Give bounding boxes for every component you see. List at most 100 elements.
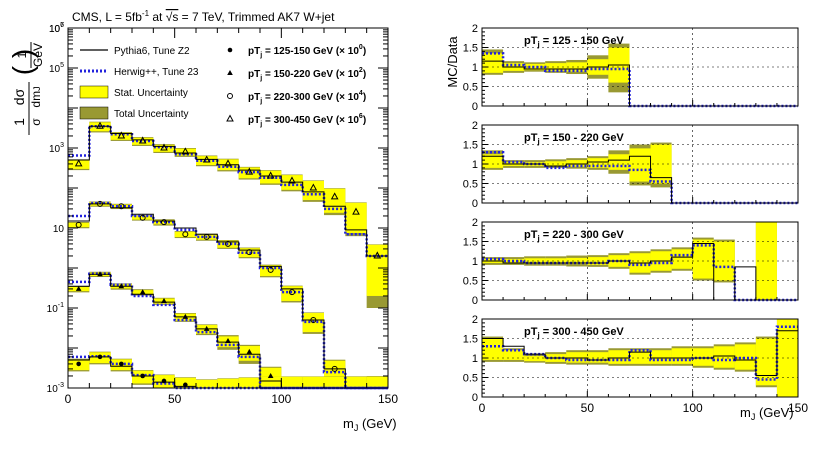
legend-label-pythia: Pythia6, Tune Z2 bbox=[114, 46, 190, 57]
data-point bbox=[96, 121, 104, 129]
pythia-line bbox=[68, 203, 388, 389]
data-point bbox=[181, 147, 190, 155]
ratio-y-tick-label: 1 bbox=[472, 256, 478, 268]
data-point bbox=[119, 361, 124, 367]
ratio-y-tick-label: 1.5 bbox=[463, 334, 478, 346]
ratio-x-label: mJ (GeV) bbox=[740, 405, 794, 422]
ratio-stat-band bbox=[713, 346, 735, 368]
data-point bbox=[246, 249, 253, 256]
x-tick-label: 150 bbox=[378, 392, 398, 406]
ratio-panel: 0 0.5 1 1.5 2 pTj = 220 - 300 GeV bbox=[463, 217, 799, 307]
chart-title: CMS, L = 5fb-1 at √s = 7 TeV, Trimmed AK… bbox=[72, 9, 335, 24]
ratio-panel-label: pTj = 300 - 450 GeV bbox=[524, 326, 624, 340]
y-tick-label: 10-1 bbox=[47, 302, 64, 315]
data-point bbox=[289, 289, 295, 296]
ratio-stat-band bbox=[671, 348, 693, 364]
data-point bbox=[330, 192, 339, 200]
data-point bbox=[75, 285, 82, 291]
uncertainty-bands bbox=[68, 121, 388, 388]
legend-label-series: pTj = 150-220 GeV (× 102) bbox=[248, 67, 366, 82]
ratio-pythia-line bbox=[482, 242, 798, 301]
x-axis-label: mJ (GeV) bbox=[343, 416, 397, 433]
ratio-panel: 0 0.5 1 1.5 2 pTj = 300 - 450 GeV bbox=[463, 314, 799, 404]
y-axis-label: 1 σ dσ dmJ ( ) 1 GeV bbox=[7, 42, 45, 135]
data-point bbox=[161, 219, 167, 226]
legend-swatch-total bbox=[79, 106, 109, 120]
legend-marker bbox=[226, 114, 234, 122]
ratio-stat-band bbox=[734, 344, 756, 370]
ylabel-dm: dmJ bbox=[29, 86, 43, 107]
data-point bbox=[139, 289, 146, 295]
stat-band bbox=[366, 376, 388, 388]
ratio-y-tick-label: 1 bbox=[472, 159, 478, 171]
legend-label-stat: Stat. Uncertainty bbox=[114, 88, 188, 99]
data-point bbox=[203, 325, 210, 331]
data-point bbox=[117, 131, 126, 139]
y-tick-label: 103 bbox=[49, 142, 64, 155]
data-point bbox=[203, 233, 210, 240]
legend-marker bbox=[227, 93, 233, 99]
ratio-panels: 0 0.5 1 1.5 2 pTj = 125 - 150 GeV 0 0.5 1 1.5 2 pTj… bbox=[463, 23, 809, 415]
ratio-panel-label: pTj = 220 - 300 GeV bbox=[524, 229, 624, 243]
ratio-stat-band bbox=[650, 350, 672, 364]
ratio-stat-band bbox=[524, 258, 546, 264]
data-point bbox=[97, 271, 103, 277]
data-point bbox=[202, 155, 211, 163]
data-point bbox=[310, 317, 317, 324]
data-point bbox=[182, 313, 189, 319]
data-point bbox=[266, 171, 275, 179]
data-point bbox=[225, 337, 231, 343]
ratio-y-tick-label: 1 bbox=[472, 62, 478, 74]
data-point bbox=[97, 200, 103, 207]
stat-band bbox=[345, 376, 367, 388]
stat-band bbox=[132, 216, 154, 220]
ylabel-one: 1 bbox=[11, 118, 27, 126]
ratio-y-tick-label: 1.5 bbox=[463, 237, 478, 249]
legend-marker bbox=[227, 47, 233, 53]
stat-band bbox=[196, 379, 218, 388]
y-tick-label: 107 bbox=[49, 22, 64, 35]
ylabel-dsigma: dσ bbox=[11, 88, 27, 105]
stat-band bbox=[238, 248, 260, 258]
ratio-y-tick-label: 2 bbox=[472, 23, 478, 35]
ylabel-sigma: σ bbox=[29, 118, 43, 126]
legend-label-total: Total Uncertainty bbox=[114, 109, 188, 120]
ratio-stat-band bbox=[650, 144, 672, 184]
ratio-x-tick-label: 100 bbox=[683, 401, 703, 415]
data-point bbox=[76, 361, 81, 367]
ratio-stat-band bbox=[629, 350, 651, 364]
ratio-stat-band bbox=[545, 63, 567, 71]
data-point bbox=[245, 167, 254, 175]
stat-band bbox=[174, 148, 196, 156]
ratio-stat-band bbox=[608, 350, 630, 364]
ratio-stat-band bbox=[608, 154, 630, 170]
ratio-y-label: MC/Data bbox=[445, 36, 460, 88]
data-point bbox=[118, 203, 125, 210]
legend-label-series: pTj = 300-450 GeV (× 106) bbox=[248, 113, 366, 128]
data-markers bbox=[74, 121, 382, 388]
stat-band bbox=[238, 377, 260, 388]
data-point bbox=[288, 176, 296, 184]
ratio-y-tick-label: 2 bbox=[472, 120, 478, 132]
data-point bbox=[118, 283, 125, 289]
stat-band bbox=[132, 137, 154, 145]
data-point bbox=[225, 240, 231, 247]
ratio-herwig-line bbox=[482, 52, 798, 108]
ratio-y-tick-label: 1.5 bbox=[463, 140, 478, 152]
herwig-line bbox=[68, 124, 388, 258]
stat-band bbox=[260, 170, 282, 184]
stat-band bbox=[324, 188, 346, 213]
y-tick-label: 10 bbox=[53, 224, 65, 235]
legend-swatch-stat bbox=[79, 85, 109, 99]
data-point bbox=[267, 372, 274, 378]
ratio-stat-band bbox=[482, 338, 504, 360]
legend-marker bbox=[227, 70, 233, 75]
stat-band bbox=[260, 265, 282, 277]
ratio-x-tick-label: 50 bbox=[581, 401, 595, 415]
ratio-panel: 0 0.5 1 1.5 2 pTj = 150 - 220 GeV bbox=[463, 120, 799, 210]
ratio-stat-band bbox=[587, 158, 609, 168]
y-tick-label: 10-3 bbox=[47, 382, 64, 395]
